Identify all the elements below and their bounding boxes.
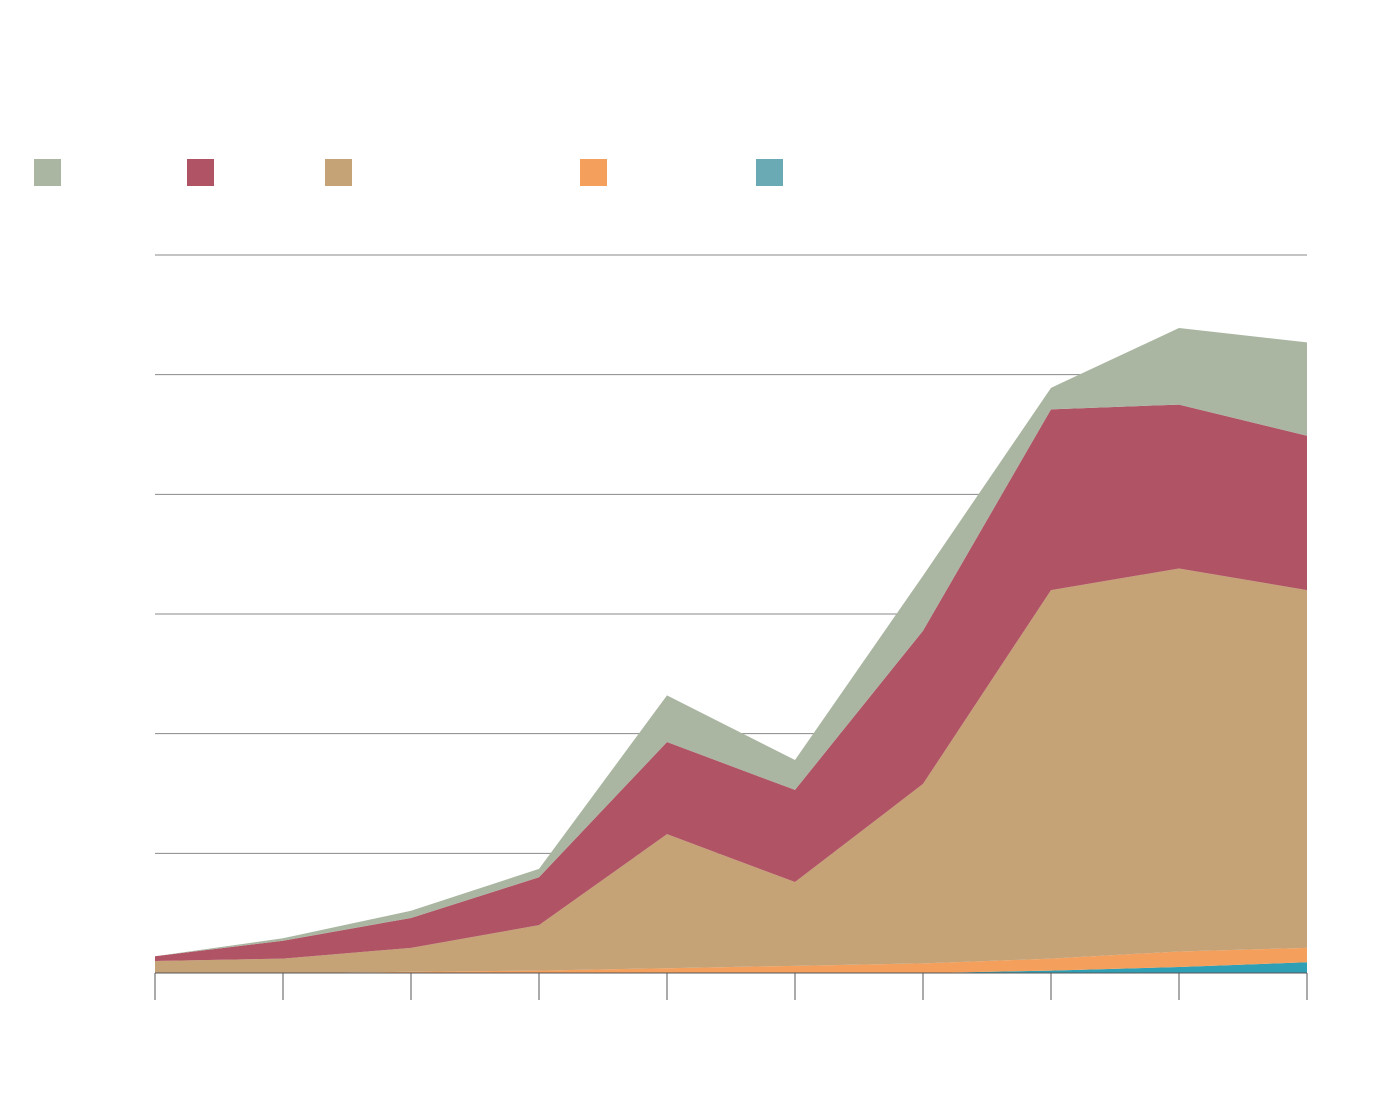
legend-item-2 [187,158,226,186]
area-series-1 [155,962,1307,973]
legend-swatch-3 [325,158,352,186]
legend-swatch-5 [756,158,783,186]
legend-item-5 [756,158,795,186]
area-series [155,327,1307,973]
legend-item-4 [580,158,619,186]
chart-legend [0,0,1400,210]
legend-swatch-1 [34,158,61,186]
x-axis [154,972,1308,1000]
area-series-5 [155,327,1307,957]
legend-item-3 [325,158,364,186]
legend-item-1 [34,158,73,186]
area-series-4 [155,404,1307,962]
legend-swatch-4 [580,158,607,186]
area-series-2 [155,947,1307,973]
legend-swatch-2 [187,158,214,186]
area-series-3 [155,568,1307,973]
